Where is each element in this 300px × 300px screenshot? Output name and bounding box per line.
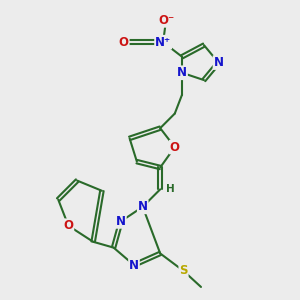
Text: O: O — [170, 141, 180, 154]
Text: N: N — [214, 56, 224, 69]
Text: O: O — [119, 36, 129, 49]
Text: N: N — [129, 259, 139, 272]
Text: S: S — [179, 264, 188, 278]
Text: N: N — [177, 66, 187, 79]
Text: N: N — [138, 200, 148, 213]
Text: H: H — [166, 184, 175, 194]
Text: O: O — [63, 219, 74, 232]
Text: N: N — [116, 215, 126, 228]
Text: O⁻: O⁻ — [158, 14, 174, 27]
Text: N⁺: N⁺ — [155, 36, 171, 49]
